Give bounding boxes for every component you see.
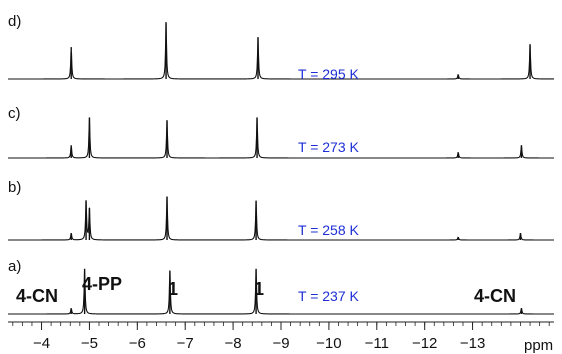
temperature-label-a: T = 237 K [298, 288, 360, 304]
x-tick-label: −13 [460, 335, 485, 352]
panel-label-b: b) [8, 179, 21, 196]
x-tick-label: −12 [412, 335, 437, 352]
spectra-traces [8, 22, 554, 315]
panel-label-a: a) [8, 258, 21, 275]
peak-label-1-second: 1 [254, 279, 264, 299]
temperature-label-c: T = 273 K [298, 139, 360, 155]
x-tick-label: −7 [177, 335, 194, 352]
spectrum-trace-d [8, 22, 554, 80]
x-axis-unit: ppm [524, 337, 553, 354]
spectrum-trace-b [8, 196, 554, 241]
x-tick-label: −10 [316, 335, 341, 352]
x-tick-label: −4 [33, 335, 50, 352]
panel-label-c: c) [8, 105, 21, 122]
temperature-label-d: T = 295 K [298, 66, 360, 82]
x-tick-label: −8 [225, 335, 242, 352]
spectrum-trace-c [8, 117, 554, 159]
peak-label-4pp: 4-PP [82, 274, 122, 294]
x-tick-label: −11 [365, 335, 389, 352]
peak-label-1-first: 1 [168, 279, 178, 299]
x-axis: −4 −5 −6 −7 −8 −9 −10 −11 −12 −13 [8, 321, 554, 352]
spectrum-trace-a [8, 269, 554, 315]
x-tick-label: −9 [272, 335, 289, 352]
panel-label-d: d) [8, 13, 21, 30]
x-tick-label: −5 [81, 335, 98, 352]
peak-label-4cn-right: 4-CN [474, 286, 516, 306]
temperature-label-b: T = 258 K [298, 222, 360, 238]
x-tick-label: −6 [129, 335, 146, 352]
peak-label-4cn-left: 4-CN [16, 286, 58, 306]
